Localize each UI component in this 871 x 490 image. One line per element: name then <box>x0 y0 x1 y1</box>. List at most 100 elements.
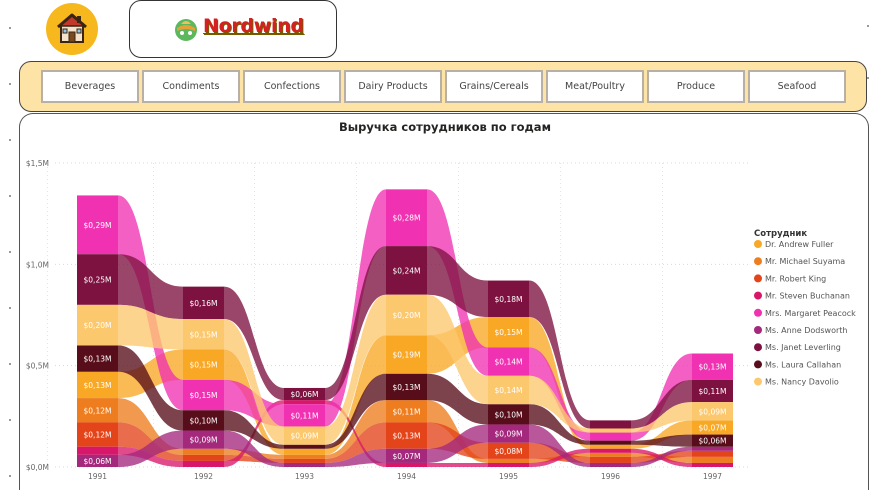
bar-segment[interactable] <box>692 353 733 380</box>
ribbon-2 <box>325 422 386 463</box>
x-tick-label: 1993 <box>295 472 314 481</box>
bar-segment[interactable] <box>590 462 631 467</box>
category-button-beverages[interactable]: Beverages <box>41 70 139 103</box>
bar-segment[interactable] <box>488 404 529 425</box>
bar-segment[interactable] <box>183 286 224 320</box>
bar-segment[interactable] <box>183 448 224 455</box>
bar-segment[interactable] <box>386 294 427 336</box>
bar-segment[interactable] <box>590 432 631 441</box>
bar-segment[interactable] <box>488 462 529 467</box>
legend-item-label: Mr. Robert King <box>765 274 826 283</box>
bar-segment[interactable] <box>590 428 631 433</box>
y-tick-label: $0,0M <box>26 463 49 472</box>
data-label: $0,20M <box>393 311 421 320</box>
bar-segment[interactable] <box>284 448 325 455</box>
category-button-condiments[interactable]: Condiments <box>142 70 240 103</box>
legend-item-label: Ms. Nancy Davolio <box>765 378 839 387</box>
bar-segment[interactable] <box>386 246 427 295</box>
category-button-seafood[interactable]: Seafood <box>748 70 846 103</box>
category-button-confections[interactable]: Confections <box>243 70 341 103</box>
bar-segment[interactable] <box>386 400 427 423</box>
bar-segment[interactable] <box>590 444 631 449</box>
category-button-dairy-products[interactable]: Dairy Products <box>344 70 442 103</box>
ribbon-4 <box>325 189 386 427</box>
bar-segment[interactable] <box>692 446 733 451</box>
bar-segment[interactable] <box>77 371 118 399</box>
ribbon-1 <box>118 398 183 455</box>
bar-segment[interactable] <box>284 404 325 427</box>
category-button-produce[interactable]: Produce <box>647 70 745 103</box>
bar-segment[interactable] <box>590 448 631 453</box>
bar-segment[interactable] <box>692 402 733 421</box>
bar-segment[interactable] <box>77 254 118 305</box>
bar-segment[interactable] <box>77 398 118 423</box>
data-label: $0,28M <box>393 214 421 223</box>
data-label: $0,15M <box>190 330 218 339</box>
bar-segment[interactable] <box>77 195 118 255</box>
bar-segment[interactable] <box>488 442 529 459</box>
bar-segment[interactable] <box>488 347 529 376</box>
bar-segment[interactable] <box>590 452 631 457</box>
bar-segment[interactable] <box>692 462 733 467</box>
ribbon-8 <box>325 294 386 445</box>
category-button-meat-poultry[interactable]: Meat/Poultry <box>546 70 644 103</box>
ribbon-8 <box>118 304 183 350</box>
bar-segment[interactable] <box>183 379 224 411</box>
bar-segment[interactable] <box>692 456 733 463</box>
bar-segment[interactable] <box>77 454 118 467</box>
ribbon-2 <box>118 422 183 461</box>
x-tick-label: 1992 <box>194 472 213 481</box>
ribbon-4 <box>529 347 590 441</box>
data-label: $0,25M <box>84 276 112 285</box>
bar-segment[interactable] <box>386 462 427 467</box>
legend-swatch <box>754 240 762 248</box>
category-nav-bar: Beverages Condiments Confections Dairy P… <box>19 61 867 112</box>
legend-title: Сотрудник <box>754 229 807 239</box>
ribbon-7 <box>631 434 692 447</box>
bar-segment[interactable] <box>183 349 224 380</box>
bar-segment[interactable] <box>488 280 529 318</box>
ribbon-0 <box>325 335 386 455</box>
ribbon-7 <box>224 410 284 449</box>
bar-segment[interactable] <box>183 319 224 350</box>
bar-segment[interactable] <box>183 460 224 467</box>
bar-segment[interactable] <box>183 454 224 461</box>
bar-segment[interactable] <box>284 462 325 467</box>
x-tick-label: 1994 <box>397 472 416 481</box>
bar-segment[interactable] <box>284 387 325 401</box>
data-label: $0,08M <box>495 447 523 456</box>
bar-segment[interactable] <box>488 424 529 443</box>
bar-segment[interactable] <box>284 400 325 405</box>
bar-segment[interactable] <box>590 420 631 429</box>
category-button-grains-cereals[interactable]: Grains/Cereals <box>445 70 543 103</box>
bar-segment[interactable] <box>692 420 733 435</box>
y-tick-label: $1,0M <box>26 260 49 269</box>
bar-segment[interactable] <box>488 458 529 463</box>
bar-segment[interactable] <box>386 189 427 247</box>
bar-segment[interactable] <box>386 373 427 401</box>
bar-segment[interactable] <box>77 422 118 447</box>
bar-segment[interactable] <box>692 379 733 403</box>
bar-segment[interactable] <box>77 446 118 455</box>
bar-segment[interactable] <box>284 426 325 445</box>
bar-segment[interactable] <box>284 454 325 459</box>
bar-segment[interactable] <box>77 304 118 346</box>
ribbon-6 <box>118 254 183 320</box>
bar-segment[interactable] <box>488 317 529 348</box>
data-label: $0,29M <box>84 221 112 230</box>
bar-segment[interactable] <box>284 444 325 449</box>
bar-segment[interactable] <box>183 410 224 431</box>
bar-segment[interactable] <box>284 458 325 463</box>
ribbon-4 <box>224 379 284 427</box>
bar-segment[interactable] <box>488 375 529 405</box>
home-button[interactable] <box>46 3 98 55</box>
bar-segment[interactable] <box>77 345 118 372</box>
bar-segment[interactable] <box>692 434 733 447</box>
bar-segment[interactable] <box>386 448 427 463</box>
bar-segment[interactable] <box>590 440 631 445</box>
bar-segment[interactable] <box>590 456 631 463</box>
bar-segment[interactable] <box>386 422 427 449</box>
bar-segment[interactable] <box>183 430 224 449</box>
bar-segment[interactable] <box>386 335 427 374</box>
bar-segment[interactable] <box>692 450 733 457</box>
